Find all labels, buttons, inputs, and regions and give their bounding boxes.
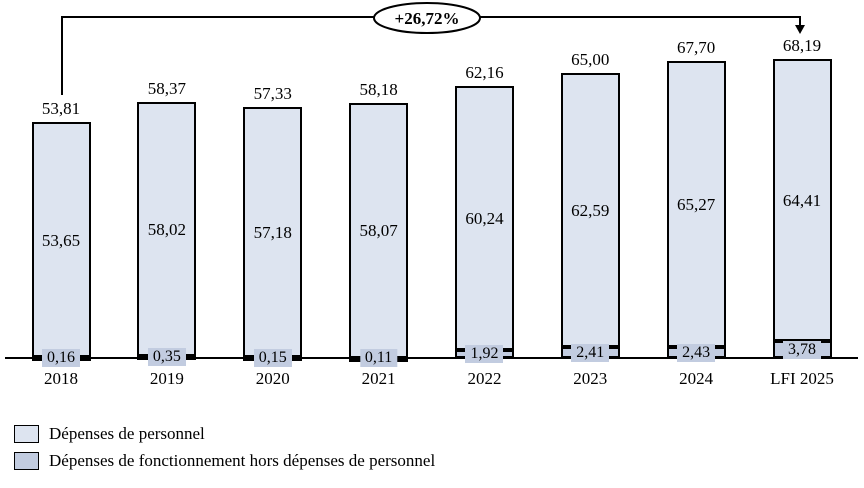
bar-fonctionnement-value: 3,78 bbox=[783, 340, 822, 359]
bar-fonctionnement-value: 0,16 bbox=[42, 348, 80, 367]
annotation-ellipse bbox=[373, 2, 481, 34]
bar-segment-personnel bbox=[772, 59, 832, 342]
bar-personnel-value: 64,41 bbox=[782, 191, 822, 211]
x-axis-tick-label: 2021 bbox=[361, 369, 396, 388]
bar-total-label: 62,16 bbox=[465, 62, 504, 82]
bar-personnel-value: 58,07 bbox=[359, 221, 398, 241]
legend-label-fonctionnement: Dépenses de fonctionnement hors dépenses… bbox=[49, 451, 436, 470]
x-axis-tick-label: LFI 2025 bbox=[770, 369, 834, 388]
bar-total-label: 65,00 bbox=[571, 50, 610, 70]
bar-fonctionnement-value: 0,11 bbox=[359, 348, 398, 367]
bar-total-label: 58,18 bbox=[359, 80, 398, 100]
bar-segment-personnel bbox=[243, 106, 303, 358]
legend-item-personnel: Dépenses de personnel bbox=[14, 424, 435, 444]
bar-personnel-value: 57,18 bbox=[253, 223, 292, 243]
bar-fonctionnement-value: 0,15 bbox=[253, 348, 292, 367]
legend-label-personnel: Dépenses de personnel bbox=[49, 424, 205, 443]
bar-segment-personnel bbox=[560, 73, 620, 348]
bar-segment-personnel bbox=[454, 85, 514, 350]
bar-segment-personnel bbox=[137, 102, 197, 357]
growth-annotation: +26,72% bbox=[61, 2, 805, 95]
x-axis-tick-label: 2018 bbox=[44, 369, 78, 388]
legend: Dépenses de personnel Dépenses de foncti… bbox=[14, 424, 435, 478]
annotation-value: +26,72% bbox=[395, 9, 460, 28]
legend-item-fonctionnement: Dépenses de fonctionnement hors dépenses… bbox=[14, 451, 435, 471]
x-axis-line bbox=[5, 357, 858, 359]
bar-personnel-value: 62,59 bbox=[571, 201, 610, 221]
bar-fonctionnement-value: 2,43 bbox=[677, 343, 716, 362]
bar-fonctionnement-value: 0,35 bbox=[147, 348, 186, 367]
bar-personnel-value: 53,65 bbox=[41, 230, 81, 250]
x-axis-tick-label: 2023 bbox=[573, 369, 608, 388]
x-axis-tick-label: 2022 bbox=[467, 369, 502, 388]
legend-swatch-fonctionnement bbox=[14, 452, 39, 470]
bar-segment-personnel bbox=[349, 103, 409, 358]
x-axis-tick-label: 2019 bbox=[149, 369, 184, 388]
arrowhead-down-icon bbox=[795, 25, 805, 34]
bar-fonctionnement-value: 2,41 bbox=[571, 343, 610, 362]
bar-personnel-value: 58,02 bbox=[147, 220, 186, 240]
bar-fonctionnement-value: 1,92 bbox=[465, 344, 504, 363]
bar-total-label: 57,33 bbox=[253, 83, 292, 103]
x-axis-tick-label: 2024 bbox=[679, 369, 714, 388]
bar-total-label: 68,19 bbox=[782, 36, 822, 56]
legend-swatch-personnel bbox=[14, 425, 39, 443]
bar-segment-personnel bbox=[31, 122, 91, 358]
bar-total-label: 53,81 bbox=[41, 99, 81, 119]
x-axis-tick-label: 2020 bbox=[255, 369, 290, 388]
bar-total-label: 58,37 bbox=[147, 79, 186, 99]
bar-personnel-value: 60,24 bbox=[465, 208, 504, 228]
bar-segment-personnel bbox=[666, 61, 726, 348]
bar-personnel-value: 65,27 bbox=[677, 195, 716, 215]
bar-total-label: 67,70 bbox=[677, 38, 716, 58]
